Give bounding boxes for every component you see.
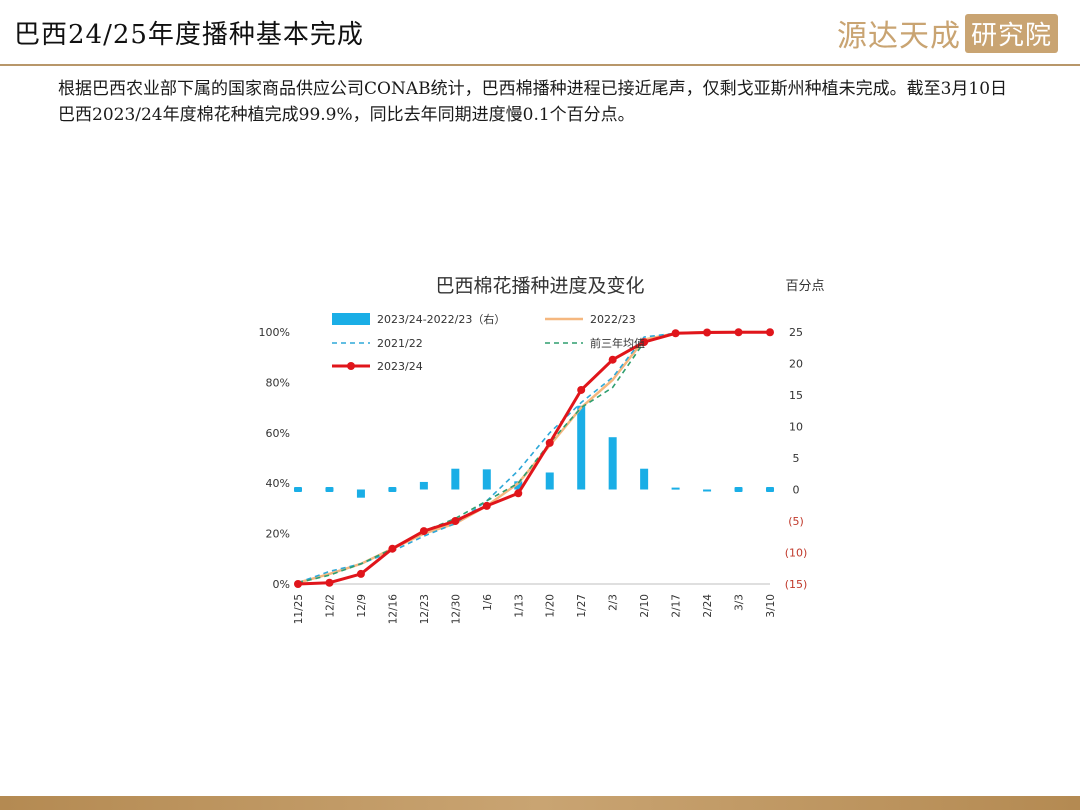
right-tick-label: (5) <box>788 515 804 528</box>
diff-bar <box>482 469 491 490</box>
chart-title: 巴西棉花播种进度及变化 <box>435 275 644 297</box>
x-tick-label: 1/20 <box>545 594 557 618</box>
series-2023-24-point <box>294 580 302 588</box>
header: 巴西24/25年度播种基本完成 源达天成 研究院 <box>0 0 1080 66</box>
diff-bar <box>734 487 743 492</box>
right-tick-label: 5 <box>793 452 800 465</box>
series-2023-24-point <box>640 338 649 347</box>
series-2023-24-line <box>297 330 770 586</box>
x-tick-label: 3/10 <box>765 594 777 618</box>
diff-bar <box>545 472 554 490</box>
series-2023-24-point <box>419 527 428 536</box>
series-2023-24-point <box>388 544 397 553</box>
left-tick-label: 20% <box>266 528 290 541</box>
series-2023-24-point <box>451 517 460 525</box>
diff-bar <box>766 487 774 492</box>
x-tick-label: 12/16 <box>387 594 399 625</box>
series-2023-24-point <box>577 385 586 394</box>
x-tick-label: 2/3 <box>608 594 620 611</box>
right-tick-label: (10) <box>785 547 808 560</box>
left-tick-label: 60% <box>266 427 290 440</box>
legend-label: 2023/24-2022/23（右） <box>377 312 505 326</box>
series-2023-24-point <box>545 438 554 447</box>
series-2023-24-point <box>734 328 743 337</box>
x-tick-label: 2/24 <box>702 594 714 618</box>
diff-bar <box>419 481 428 490</box>
series-2023-24-point <box>325 578 334 587</box>
legend-label: 2023/24 <box>377 360 423 373</box>
x-tick-label: 1/13 <box>513 594 525 618</box>
x-tick-label: 3/3 <box>734 594 746 611</box>
brand-logo: 源达天成 研究院 <box>837 12 1058 54</box>
footer-bar <box>0 796 1080 810</box>
right-tick-label: (15) <box>785 578 808 591</box>
right-axis-unit: 百分点 <box>785 279 824 294</box>
series-2023-24-point <box>356 569 365 578</box>
diff-bar <box>325 487 334 492</box>
x-tick-label: 2/10 <box>639 594 651 618</box>
legend-label: 2022/23 <box>590 313 636 326</box>
left-tick-label: 0% <box>273 578 290 591</box>
series-2023-24-point <box>671 329 680 338</box>
brand-name: 源达天成 <box>836 19 961 54</box>
series-2023-24-point <box>608 355 617 364</box>
right-tick-label: 10 <box>789 421 803 434</box>
series-2023-24-point <box>766 328 774 337</box>
series-2021-22-line <box>297 331 770 584</box>
right-tick-label: 0 <box>793 484 800 497</box>
x-tick-label: 2/17 <box>671 594 683 618</box>
right-tick-label: 25 <box>789 326 803 339</box>
brand-badge: 研究院 <box>964 13 1058 53</box>
chart-container: 巴西棉花播种进度及变化 百分点 0% 20% 40% 60% 80% 100% (15) (10)… <box>240 262 840 642</box>
diff-bar <box>356 489 365 498</box>
left-tick-label: 40% <box>266 477 290 490</box>
series-2023-24-point <box>703 328 712 337</box>
x-tick-label: 1/6 <box>482 594 494 611</box>
diff-bar <box>703 489 712 492</box>
page-title: 巴西24/25年度播种基本完成 <box>14 20 364 50</box>
header-divider <box>0 64 1080 66</box>
x-tick-label: 12/30 <box>450 594 462 624</box>
left-tick-label: 100% <box>259 326 290 339</box>
planting-progress-chart: 巴西棉花播种进度及变化 百分点 0% 20% 40% 60% 80% 100% (15) (10)… <box>259 275 825 625</box>
diff-bar <box>294 487 302 492</box>
x-tick-label: 12/9 <box>356 594 368 618</box>
diff-bar <box>451 468 460 490</box>
x-tick-label: 1/27 <box>576 594 588 618</box>
diff-bar <box>388 487 397 492</box>
diff-bar <box>577 405 586 490</box>
diff-bar <box>671 487 680 490</box>
diff-bar <box>608 437 617 490</box>
right-tick-label: 20 <box>789 358 803 371</box>
right-tick-label: 15 <box>789 389 803 402</box>
diff-bar <box>514 481 523 490</box>
legend-swatch-bar <box>332 313 370 325</box>
series-2022-23-line <box>297 330 770 584</box>
x-tick-label: 11/25 <box>293 594 305 624</box>
left-tick-label: 80% <box>266 376 290 389</box>
legend-label: 2021/22 <box>377 337 423 350</box>
series-2023-24-point <box>482 501 491 510</box>
diff-bar <box>640 468 649 490</box>
series-3yr-avg-line <box>297 331 770 584</box>
x-tick-label: 12/23 <box>419 594 431 624</box>
series-2023-24-point <box>514 489 523 498</box>
summary-paragraph: 根据巴西农业部下属的国家商品供应公司CONAB统计，巴西棉播种进程已接近尾声，仅… <box>58 79 1008 125</box>
x-tick-label: 12/2 <box>324 594 336 618</box>
legend-label: 前三年均值 <box>590 336 645 350</box>
legend-swatch-marker <box>347 362 355 370</box>
